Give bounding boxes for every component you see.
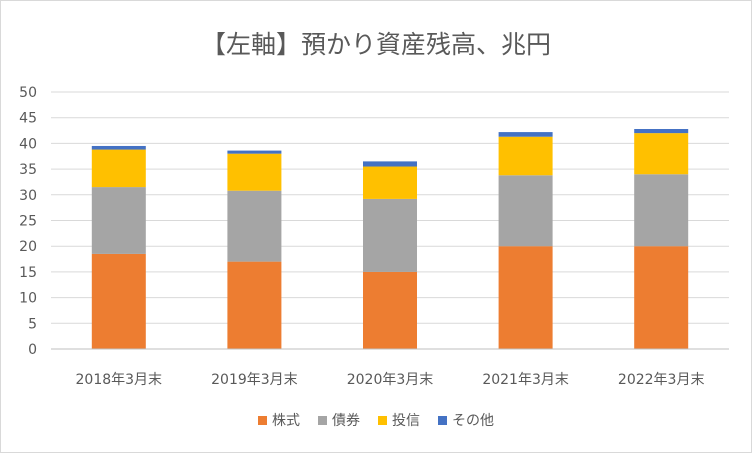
bar-segment-3 [498, 136, 553, 176]
bar-segment-2 [498, 175, 553, 247]
chart-title: 【左軸】預かり資産残高、兆円 [200, 30, 551, 59]
x-tick-label: 2022年3月末 [618, 372, 705, 388]
y-tick-label: 45 [19, 111, 37, 127]
legend-label: その他 [452, 413, 494, 429]
bar-segment-4 [91, 145, 146, 150]
y-tick-label: 35 [19, 162, 37, 178]
legend-label: 投信 [392, 413, 420, 429]
legend-swatch [378, 415, 387, 425]
bar-segment-3 [227, 153, 282, 191]
x-tick-label: 2021年3月末 [482, 372, 569, 388]
y-tick-label: 50 [19, 85, 37, 101]
legend-label: 債券 [332, 413, 360, 429]
legend-label: 株式 [272, 413, 300, 429]
bar-segment-4 [227, 150, 282, 154]
bar-segment-1 [363, 271, 417, 349]
bar-segment-2 [363, 198, 417, 272]
legend-swatch [318, 415, 327, 425]
legend-item: 投信 [378, 410, 420, 430]
bar-segment-3 [634, 133, 689, 175]
y-tick-label: 20 [19, 239, 37, 255]
bar-segment-1 [498, 246, 553, 349]
chart-legend: 株式 債券 投信 その他 [1, 410, 751, 430]
y-tick-label: 10 [19, 291, 37, 307]
bar-segment-3 [363, 166, 417, 199]
bar-segment-4 [634, 129, 689, 134]
y-tick-label: 0 [28, 342, 37, 358]
bar-segment-4 [498, 132, 553, 137]
bar-segment-2 [634, 174, 689, 247]
y-tick-label: 40 [19, 136, 37, 152]
legend-item: 株式 [258, 410, 300, 430]
legend-item: 債券 [318, 410, 360, 430]
x-tick-label: 2018年3月末 [76, 372, 163, 388]
bar-segment-4 [363, 161, 417, 167]
y-tick-label: 25 [19, 214, 37, 230]
bar-segment-2 [91, 187, 146, 254]
x-tick-label: 2020年3月末 [347, 372, 434, 388]
bar-segment-3 [91, 149, 146, 188]
bar-segment-1 [634, 246, 689, 349]
y-tick-label: 30 [19, 188, 37, 204]
x-tick-label: 2019年3月末 [211, 372, 298, 388]
bar-segment-2 [227, 190, 282, 262]
legend-swatch [258, 415, 267, 425]
legend-item: その他 [438, 410, 494, 430]
bar-segment-1 [91, 253, 146, 349]
y-tick-label: 5 [28, 316, 37, 332]
bar-segment-1 [227, 261, 282, 349]
legend-swatch [438, 415, 447, 425]
y-tick-label: 15 [19, 265, 37, 281]
